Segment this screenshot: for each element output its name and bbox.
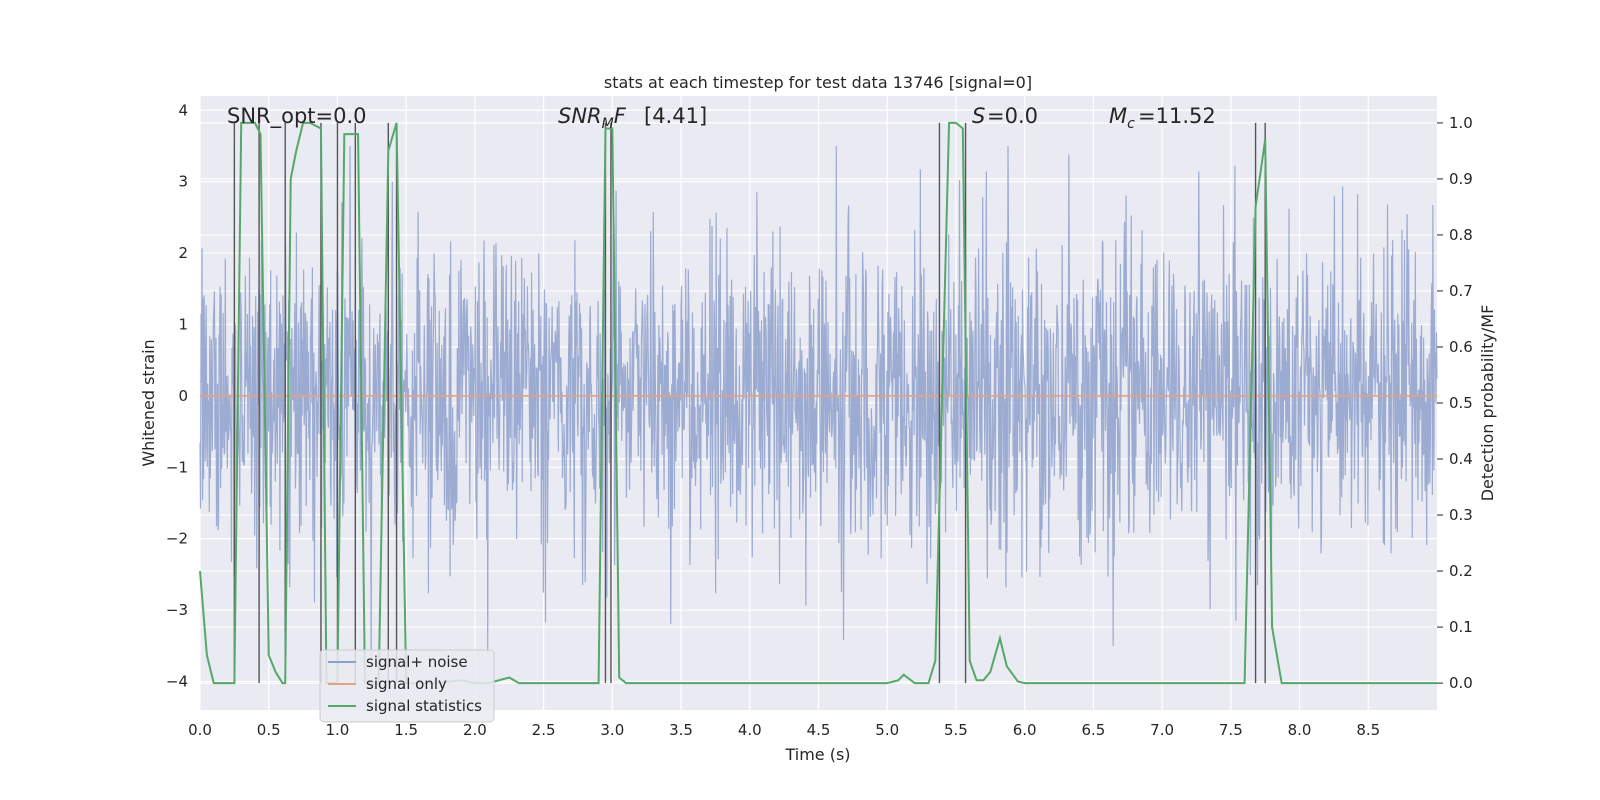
y-right-tick-label: 0.4	[1449, 450, 1473, 468]
x-tick-label: 7.0	[1150, 721, 1174, 739]
legend-label-stats: signal statistics	[366, 697, 482, 715]
x-tick-label: 6.5	[1081, 721, 1105, 739]
y-right-tick-label: 0.9	[1449, 170, 1473, 188]
series-signal-statistics	[199, 121, 1437, 685]
x-tick-label: 5.0	[875, 721, 899, 739]
x-tick-label: 2.0	[463, 721, 487, 739]
y-right-axis-label: Detection probability/MF	[1478, 305, 1497, 502]
x-tick-label: 1.5	[394, 721, 418, 739]
x-tick-label: 0.0	[188, 721, 212, 739]
y-left-tick-label: −2	[166, 530, 188, 548]
x-tick-label: 3.5	[669, 721, 693, 739]
y-right-tick-label: 0.5	[1449, 394, 1473, 412]
x-tick-label: 7.5	[1219, 721, 1243, 739]
x-tick-label: 2.5	[532, 721, 556, 739]
y-right-tick-label: 0.0	[1449, 674, 1473, 692]
y-right-tick-label: 0.2	[1449, 562, 1473, 580]
y-right-tick-label: 0.1	[1449, 618, 1473, 636]
x-tick-label: 3.0	[600, 721, 624, 739]
x-tick-label: 8.5	[1356, 721, 1380, 739]
annotation-snr-mf: SNRMF [4.41]	[558, 104, 707, 132]
y-left-axis-label: Whitened strain	[139, 339, 158, 466]
y-right-tick-label: 0.8	[1449, 226, 1473, 244]
annotation-s-value: =0.0	[987, 104, 1038, 128]
y-right-tick-label: 0.3	[1449, 506, 1473, 524]
legend: signal+ noise signal only signal statist…	[319, 649, 495, 723]
y-left-tick-label: 2	[178, 244, 188, 262]
y-right-tick-labels: 1.0 0.9 0.8 0.7 0.6 0.5 0.4 0.3 0.2 0.1 0.0	[1437, 114, 1473, 692]
y-left-tick-label: −3	[166, 601, 188, 619]
chart-title: stats at each timestep for test data 137…	[604, 73, 1032, 92]
annotation-mc: Mc =11.52	[1109, 104, 1216, 132]
series-signal-noise	[199, 145, 1438, 667]
annotation-mc-value: =11.52	[1138, 104, 1216, 128]
annotation-snr-mf-symbol: SNRMF	[558, 104, 627, 132]
x-tick-label: 1.0	[326, 721, 350, 739]
noise-trace	[199, 145, 1438, 667]
x-tick-label: 4.0	[738, 721, 762, 739]
legend-label-signal-only: signal only	[366, 675, 447, 693]
y-left-tick-label: 4	[178, 101, 188, 119]
plot-area	[199, 96, 1438, 710]
x-tick-label: 6.0	[1013, 721, 1037, 739]
annotation-snr-opt: SNR_opt=0.0	[227, 104, 367, 129]
x-tick-label: 0.5	[257, 721, 281, 739]
y-left-tick-label: 1	[178, 315, 188, 333]
y-left-tick-label: −1	[166, 458, 188, 476]
x-tick-label: 8.0	[1288, 721, 1312, 739]
annotation-snr-mf-value: [4.41]	[644, 104, 707, 128]
x-tick-label: 4.5	[807, 721, 831, 739]
legend-box	[319, 649, 495, 723]
y-left-tick-labels: 4 3 2 1 0 −1 −2 −3 −4	[166, 101, 188, 690]
y-left-tick-label: 3	[178, 173, 188, 191]
y-right-tick-label: 0.6	[1449, 338, 1473, 356]
x-axis-label: Time (s)	[784, 745, 850, 764]
annotation-s: S =0.0	[972, 104, 1038, 128]
annotation-s-symbol: S	[972, 104, 985, 128]
y-right-tick-label: 1.0	[1449, 114, 1473, 132]
y-left-tick-label: 0	[178, 387, 188, 405]
y-right-tick-label: 0.7	[1449, 282, 1473, 300]
y-left-tick-label: −4	[166, 672, 188, 690]
legend-label-noise: signal+ noise	[366, 653, 468, 671]
x-tick-label: 5.5	[944, 721, 968, 739]
x-tick-labels: 0.0 0.5 1.0 1.5 2.0 2.5 3.0 3.5 4.0 4.5 5.0 5.5 6.0 6…	[188, 721, 1380, 739]
